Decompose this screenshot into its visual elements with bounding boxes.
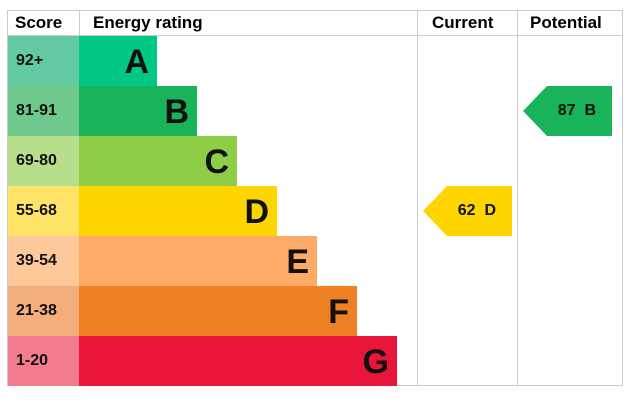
score-range-d: 55-68 [8,186,79,236]
column-divider [417,10,418,386]
header-energy-rating: Energy rating [93,13,203,32]
score-range-a: 92+ [8,36,79,86]
rating-bar-g: G [79,336,397,386]
rating-bar-f: F [79,286,357,336]
rating-bar-c: C [79,136,237,186]
header-score: Score [15,13,63,32]
header-divider [7,35,623,36]
rating-bar-e: E [79,236,317,286]
header-potential: Potential [530,13,602,32]
header-current: Current [432,13,494,32]
score-range-g: 1-20 [8,336,79,386]
score-range-f: 21-38 [8,286,79,336]
rating-bar-b: B [79,86,197,136]
score-range-b: 81-91 [8,86,79,136]
score-range-c: 69-80 [8,136,79,186]
potential-rating-label: 87 B [557,102,596,119]
rating-bar-a: A [79,36,157,86]
column-divider [517,10,518,386]
current-rating-label: 62 D [457,202,496,219]
score-range-e: 39-54 [8,236,79,286]
rating-bar-d: D [79,186,277,236]
